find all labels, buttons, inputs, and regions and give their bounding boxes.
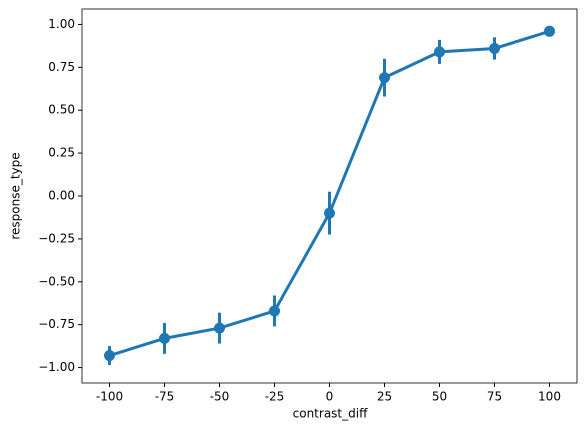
point bbox=[104, 350, 115, 362]
point bbox=[379, 72, 390, 84]
y-tick-label: 0.75 bbox=[48, 60, 75, 74]
x-tick-label: 0 bbox=[326, 390, 334, 404]
x-axis-label: contrast_diff bbox=[293, 407, 368, 421]
x-tick-label: -50 bbox=[210, 390, 230, 404]
y-tick-label: 0.50 bbox=[48, 103, 75, 117]
y-tick-label: −0.75 bbox=[38, 317, 75, 331]
y-tick-label: −1.00 bbox=[38, 360, 75, 374]
x-tick-label: 100 bbox=[538, 390, 561, 404]
y-tick-label: 0.25 bbox=[48, 146, 75, 160]
point bbox=[544, 25, 555, 37]
y-tick-label: −0.50 bbox=[38, 274, 75, 288]
y-axis-label: response_type bbox=[9, 152, 23, 239]
x-tick-label: 75 bbox=[487, 390, 502, 404]
point bbox=[159, 332, 170, 344]
y-tick-label: 1.00 bbox=[48, 17, 75, 31]
point bbox=[269, 305, 280, 317]
x-tick-label: 50 bbox=[432, 390, 447, 404]
x-tick-label: 25 bbox=[377, 390, 392, 404]
y-tick-label: 0.00 bbox=[48, 189, 75, 203]
x-tick-label: -25 bbox=[265, 390, 285, 404]
point bbox=[489, 42, 500, 54]
point bbox=[324, 207, 335, 219]
y-tick-label: −0.25 bbox=[38, 231, 75, 245]
x-tick-label: -100 bbox=[96, 390, 123, 404]
point bbox=[214, 322, 225, 334]
point bbox=[434, 46, 445, 58]
x-tick-label: -75 bbox=[155, 390, 175, 404]
